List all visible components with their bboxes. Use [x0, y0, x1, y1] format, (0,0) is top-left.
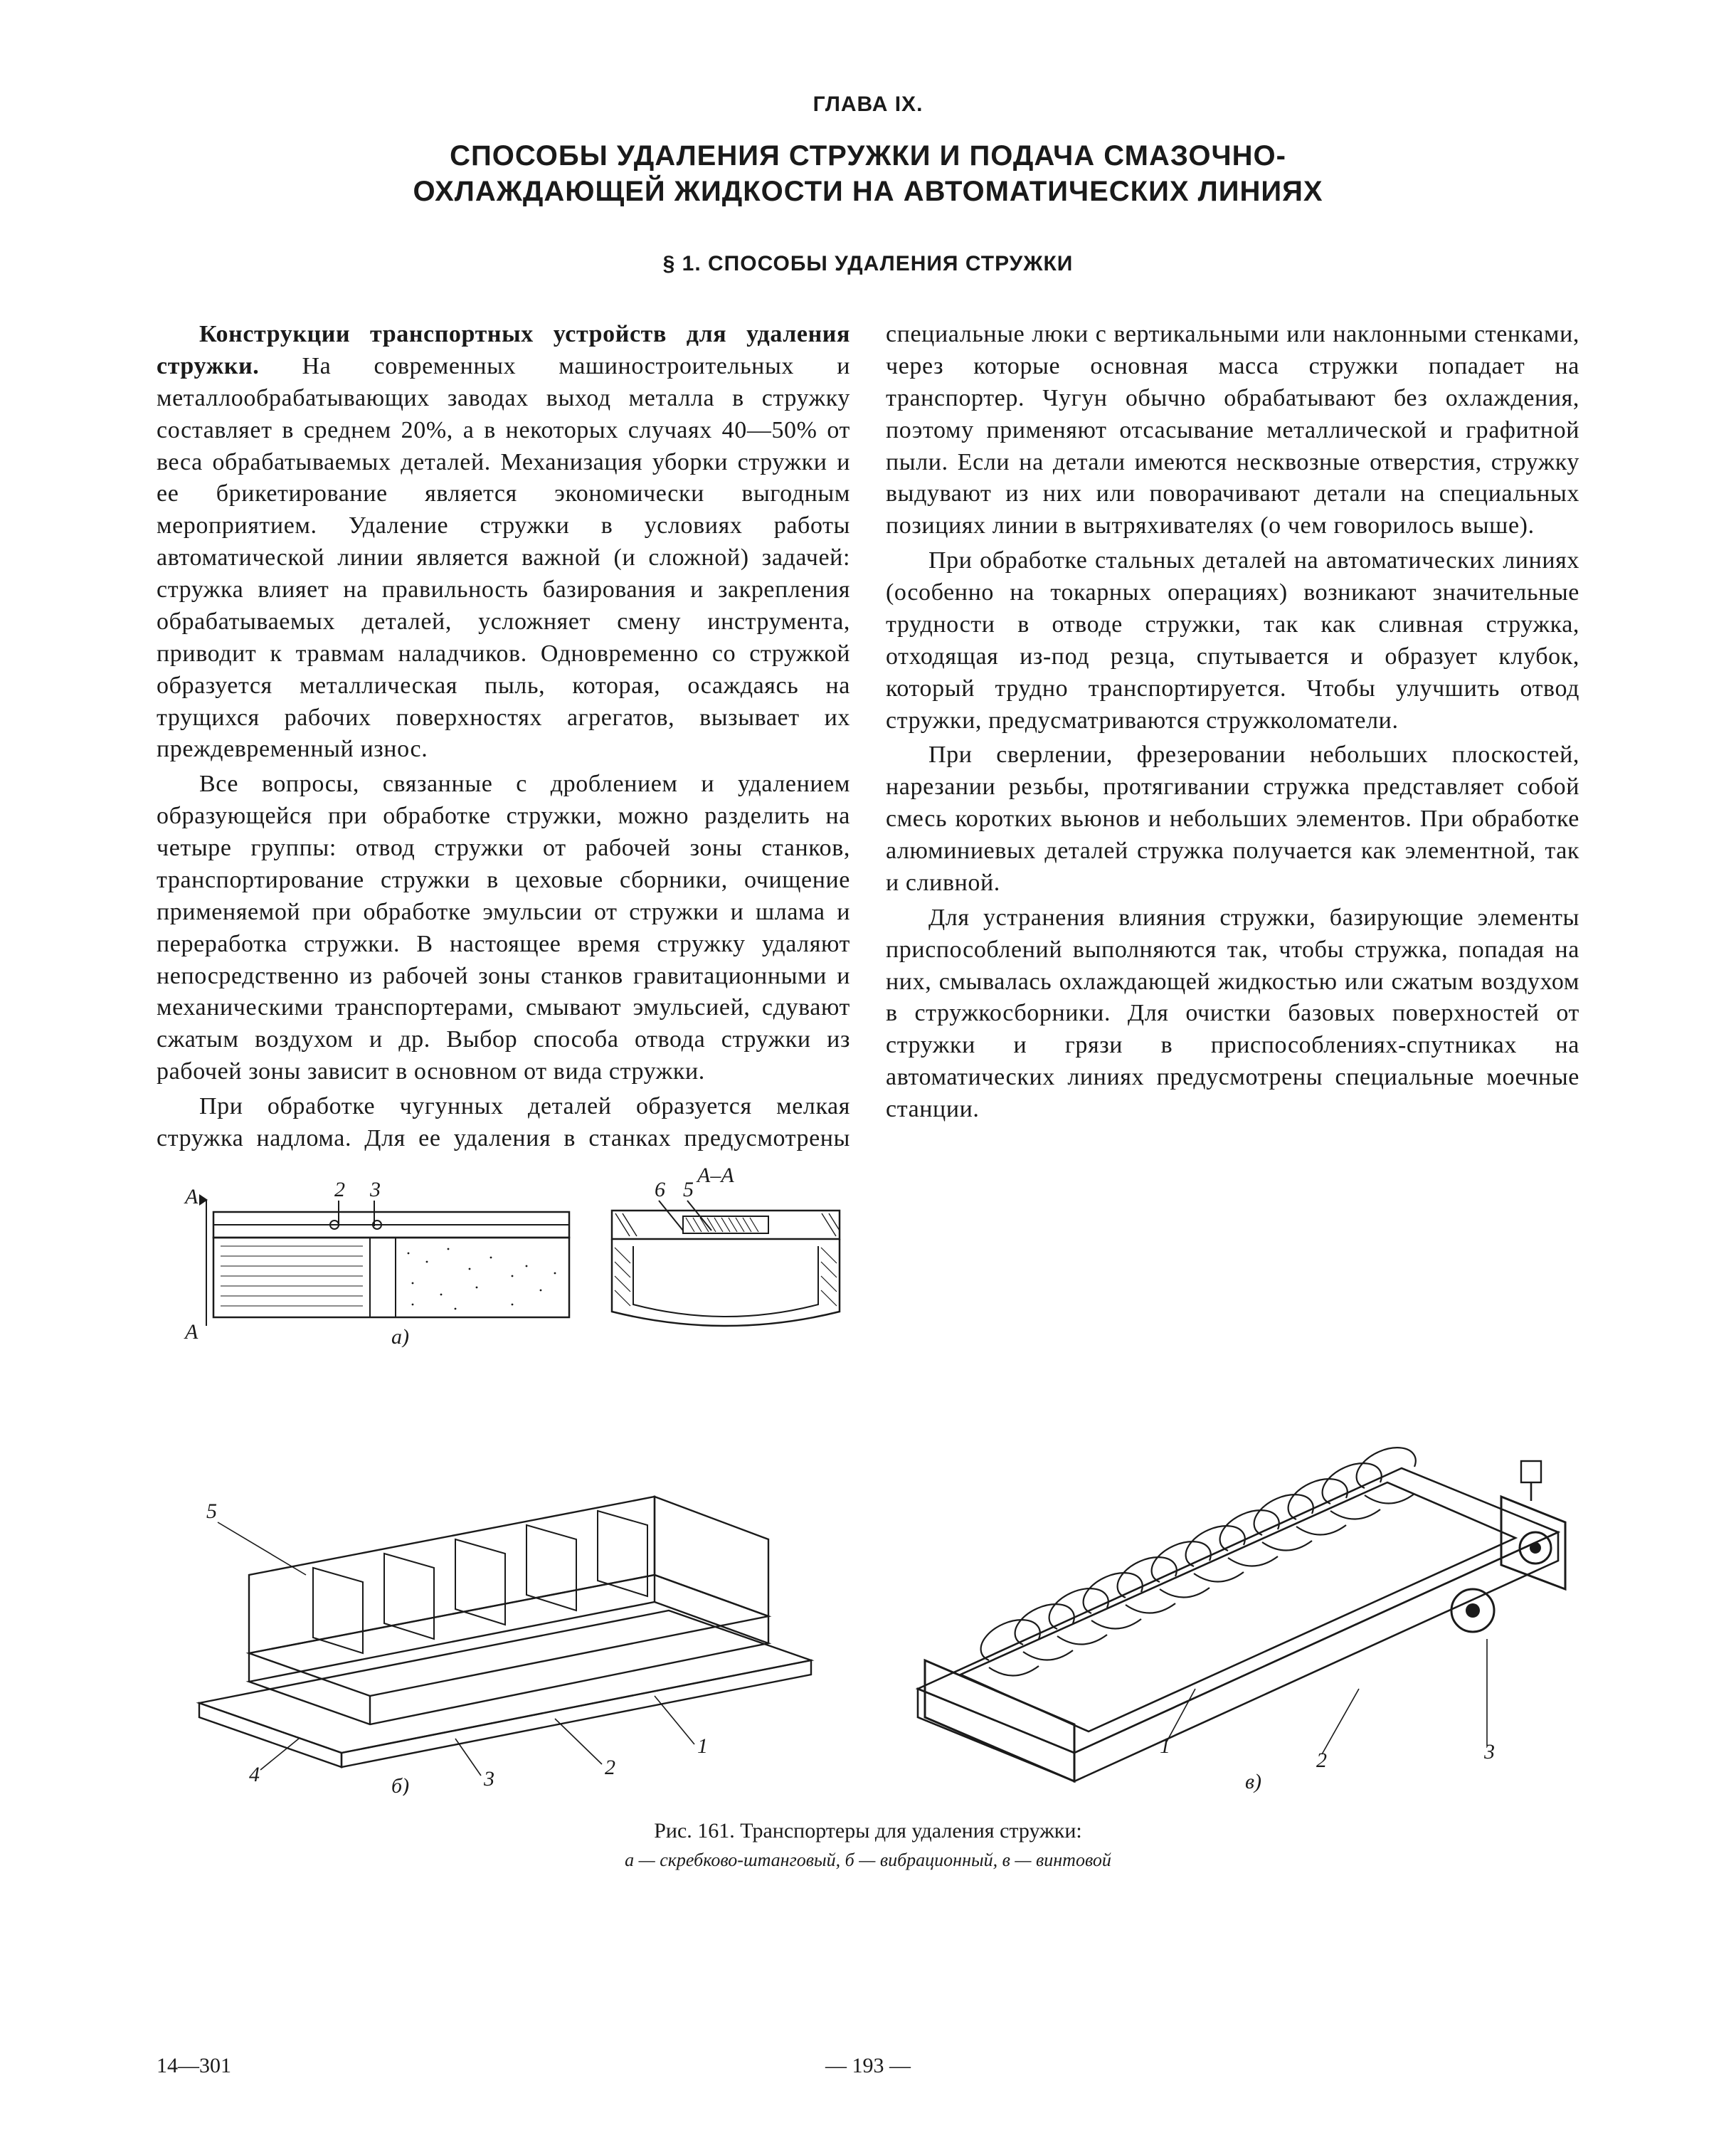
title-line-2: ОХЛАЖДАЮЩЕЙ ЖИДКОСТИ НА АВТОМАТИЧЕСКИХ Л…: [413, 176, 1323, 207]
figure-row-1: A–A A A 2 3: [157, 1162, 1579, 1347]
sublabel-b: б): [391, 1774, 409, 1796]
label-b4: 4: [249, 1763, 260, 1786]
para-1: Конструкции транспортных устройств для у…: [157, 319, 850, 766]
section-heading: § 1. СПОСОБЫ УДАЛЕНИЯ СТРУЖКИ: [157, 252, 1579, 276]
label-b1: 1: [697, 1734, 708, 1758]
figure-161-a-svg: A–A A A 2 3: [157, 1162, 868, 1347]
caption-main: Рис. 161. Транспортеры для удаления стру…: [654, 1819, 1082, 1843]
para-6: Для устранения влияния стружки, базирующ…: [886, 902, 1579, 1126]
label-section-AA: A–A: [696, 1164, 734, 1187]
label-3: 3: [369, 1178, 381, 1201]
footer-left: 14—301: [157, 2054, 231, 2078]
para-5: При сверлении, фрезеровании небольших пл…: [886, 739, 1579, 899]
label-b3: 3: [483, 1767, 494, 1791]
body-columns: Конструкции транспортных устройств для у…: [157, 319, 1579, 1155]
label-v2: 2: [1316, 1749, 1327, 1772]
figure-161-b-svg: 5 1 2 3 4 б): [157, 1397, 840, 1796]
chapter-label: ГЛАВА IX.: [157, 93, 1579, 117]
footer-right-spacer: [1574, 2054, 1580, 2078]
figure-161: A–A A A 2 3: [157, 1162, 1579, 1875]
para-1-rest: На современных машиностроительных и мета…: [157, 353, 850, 763]
label-2: 2: [334, 1178, 345, 1201]
label-6: 6: [655, 1178, 665, 1201]
page-title: СПОСОБЫ УДАЛЕНИЯ СТРУЖКИ И ПОДАЧА СМАЗОЧ…: [281, 138, 1455, 209]
figure-row-2: 5 1 2 3 4 б): [157, 1354, 1579, 1796]
page-footer: 14—301 — 193 —: [157, 2054, 1579, 2078]
sublabel-a: a): [391, 1325, 409, 1347]
label-A-left: A: [184, 1185, 199, 1208]
label-b2: 2: [605, 1756, 615, 1779]
label-A-left-bot: A: [184, 1320, 199, 1344]
label-b5: 5: [206, 1499, 217, 1523]
para-4: При обработке стальных деталей на автома…: [886, 545, 1579, 737]
figure-161-v: 1 2 3 в): [861, 1354, 1594, 1796]
label-5: 5: [683, 1178, 694, 1201]
para-2: Все вопросы, связанные с дроблением и уд…: [157, 769, 850, 1088]
figure-caption: Рис. 161. Транспортеры для удаления стру…: [157, 1817, 1579, 1875]
sublabel-v: в): [1245, 1770, 1261, 1793]
caption-sub: а — скребково-штанговый, б — вибрационны…: [625, 1850, 1111, 1870]
figure-161-v-svg: 1 2 3 в): [861, 1354, 1594, 1796]
label-v3: 3: [1483, 1740, 1495, 1764]
page: ГЛАВА IX. СПОСОБЫ УДАЛЕНИЯ СТРУЖКИ И ПОД…: [0, 0, 1736, 2135]
figure-161-b: 5 1 2 3 4 б): [157, 1397, 840, 1796]
page-number: — 193 —: [825, 2054, 911, 2078]
title-line-1: СПОСОБЫ УДАЛЕНИЯ СТРУЖКИ И ПОДАЧА СМАЗОЧ…: [450, 140, 1286, 172]
figure-161-a: A–A A A 2 3: [157, 1162, 868, 1347]
